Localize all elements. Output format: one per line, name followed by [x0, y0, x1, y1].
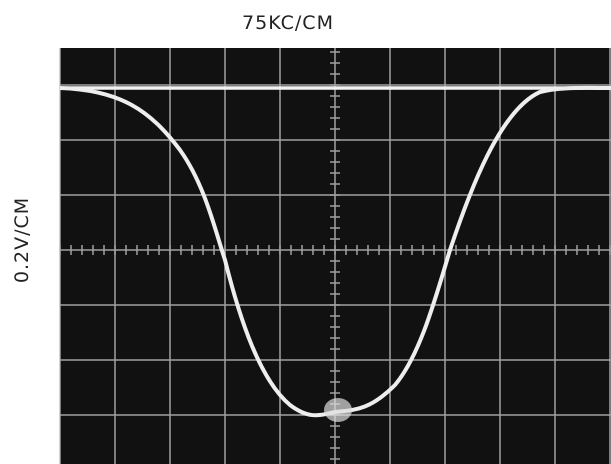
graticule — [59, 48, 611, 464]
trace-noise — [324, 398, 352, 422]
horizontal-scale-label: 75KC/CM — [242, 12, 334, 34]
vertical-scale-label: 0.2V/CM — [11, 197, 33, 283]
